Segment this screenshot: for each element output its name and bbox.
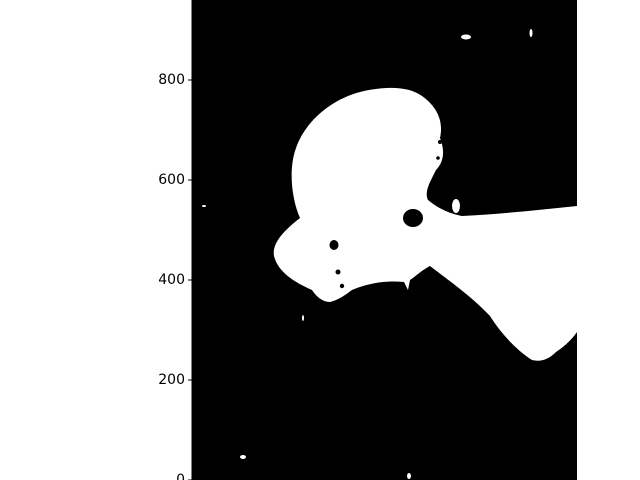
mask-speck <box>302 315 304 321</box>
mask-speck <box>461 35 471 40</box>
mask-hole <box>330 240 339 250</box>
y-tick-label: 800 <box>158 72 185 88</box>
mask-speck <box>240 455 246 459</box>
mask-hole <box>336 270 341 275</box>
mask-speck <box>407 473 411 479</box>
mask-speck <box>452 199 460 213</box>
y-tick-label: 200 <box>158 372 185 388</box>
mask-hole <box>403 209 423 227</box>
y-tick-label: 0 <box>176 472 185 480</box>
mask-hole <box>340 284 344 288</box>
mask-speck <box>530 29 533 37</box>
mask-speck <box>202 205 206 207</box>
y-tick-label: 400 <box>158 272 185 288</box>
mask-hole <box>438 140 442 144</box>
y-tick-label: 600 <box>158 172 185 188</box>
mask-hole <box>436 156 440 160</box>
y-axis-ticks: 0 200 400 600 800 <box>158 72 192 480</box>
